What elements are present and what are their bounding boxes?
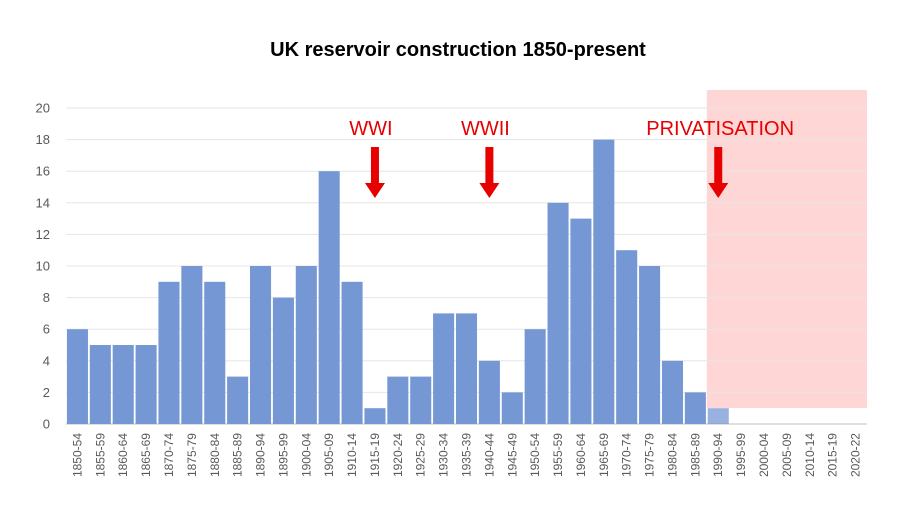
annotation-wwi: WWI bbox=[349, 118, 392, 140]
bar-1875-79 bbox=[181, 266, 203, 424]
x-tick-label: 1945-49 bbox=[505, 433, 519, 477]
x-tick-label: 1865-69 bbox=[139, 433, 153, 477]
bar-1955-59 bbox=[547, 202, 569, 424]
x-tick-label: 1955-59 bbox=[551, 433, 565, 477]
bar-1910-14 bbox=[341, 281, 363, 424]
y-tick-label: 2 bbox=[43, 385, 50, 400]
x-tick-label: 1850-54 bbox=[70, 433, 84, 477]
x-tick-label: 1910-14 bbox=[345, 433, 359, 477]
x-tick-label: 2000-04 bbox=[757, 433, 771, 477]
x-tick-label: 1995-99 bbox=[734, 433, 748, 477]
bar-1905-09 bbox=[318, 171, 340, 424]
x-tick-label: 1915-19 bbox=[368, 433, 382, 477]
bar-1950-54 bbox=[524, 329, 546, 424]
bar-1865-69 bbox=[135, 345, 157, 424]
x-tick-label: 1970-74 bbox=[620, 433, 634, 477]
arrow-icon bbox=[479, 147, 500, 198]
bar-1930-34 bbox=[433, 313, 455, 424]
x-tick-label: 1870-74 bbox=[162, 433, 176, 477]
privatisation-shaded-region bbox=[706, 90, 867, 408]
x-tick-label: 1880-84 bbox=[208, 433, 222, 477]
x-axis-tick-labels: 1850-54 1855-59 1860-64 1865-69 1870-74 1875-… bbox=[70, 433, 862, 477]
y-tick-label: 6 bbox=[43, 322, 50, 337]
x-tick-label: 1950-54 bbox=[528, 433, 542, 477]
annotation-privatisation: PRIVATISATION bbox=[646, 118, 794, 140]
chart-title: UK reservoir construction 1850-present bbox=[270, 39, 646, 61]
annotations: WWI WWII PRIVATISATION bbox=[349, 118, 794, 198]
x-tick-label: 1980-84 bbox=[665, 433, 679, 477]
bar-1965-69 bbox=[593, 139, 615, 424]
bar-1980-84 bbox=[661, 360, 683, 424]
x-tick-label: 2015-19 bbox=[826, 433, 840, 477]
bar-1985-89 bbox=[684, 392, 706, 424]
y-tick-label: 18 bbox=[36, 132, 50, 147]
x-tick-label: 1895-99 bbox=[276, 433, 290, 477]
bar-1855-59 bbox=[89, 345, 111, 424]
x-tick-label: 1985-89 bbox=[688, 433, 702, 477]
arrow-icon bbox=[708, 147, 729, 198]
y-tick-label: 4 bbox=[43, 353, 50, 368]
bar-1885-89 bbox=[227, 376, 249, 424]
y-tick-label: 14 bbox=[36, 195, 50, 210]
bar-1850-54 bbox=[66, 329, 88, 424]
x-tick-label: 1890-94 bbox=[254, 433, 268, 477]
x-tick-label: 1925-29 bbox=[414, 433, 428, 477]
y-tick-label: 16 bbox=[36, 164, 50, 179]
y-tick-label: 12 bbox=[36, 227, 50, 242]
y-tick-label: 8 bbox=[43, 290, 50, 305]
bar-1920-24 bbox=[387, 376, 409, 424]
bar-1990-94 bbox=[707, 408, 729, 424]
bar-1900-04 bbox=[295, 266, 317, 424]
bar-1895-99 bbox=[272, 297, 294, 424]
x-tick-label: 1940-44 bbox=[482, 433, 496, 477]
x-tick-label: 2010-14 bbox=[803, 433, 817, 477]
x-tick-label: 2005-09 bbox=[780, 433, 794, 477]
x-tick-label: 1905-09 bbox=[322, 433, 336, 477]
x-tick-label: 1920-24 bbox=[391, 433, 405, 477]
x-tick-label: 1975-79 bbox=[643, 433, 657, 477]
x-tick-label: 1960-64 bbox=[574, 433, 588, 477]
bar-1915-19 bbox=[364, 408, 386, 424]
x-tick-label: 1875-79 bbox=[185, 433, 199, 477]
bar-1970-74 bbox=[616, 250, 638, 424]
x-tick-label: 1900-04 bbox=[299, 433, 313, 477]
x-tick-label: 1885-89 bbox=[231, 433, 245, 477]
bars bbox=[66, 139, 729, 424]
y-axis-tick-labels: 0 2 4 6 8 10 12 14 16 18 20 bbox=[36, 101, 50, 432]
x-tick-label: 1990-94 bbox=[711, 433, 725, 477]
annotation-wwii: WWII bbox=[461, 118, 510, 140]
bar-1860-64 bbox=[112, 345, 134, 424]
bar-1940-44 bbox=[478, 360, 500, 424]
bar-1870-74 bbox=[158, 281, 180, 424]
x-tick-label: 1965-69 bbox=[597, 433, 611, 477]
x-tick-label: 2020-22 bbox=[849, 433, 863, 477]
bar-1880-84 bbox=[204, 281, 226, 424]
x-tick-label: 1930-34 bbox=[437, 433, 451, 477]
bar-1890-94 bbox=[250, 266, 272, 424]
y-tick-label: 20 bbox=[36, 101, 50, 116]
bar-1960-64 bbox=[570, 218, 592, 424]
x-tick-label: 1935-39 bbox=[460, 433, 474, 477]
bar-1925-29 bbox=[410, 376, 432, 424]
y-tick-label: 10 bbox=[36, 259, 50, 274]
arrow-icon bbox=[364, 147, 385, 198]
bar-1945-49 bbox=[501, 392, 523, 424]
y-tick-label: 0 bbox=[43, 417, 50, 432]
shaded-region bbox=[706, 90, 867, 408]
x-tick-label: 1860-64 bbox=[116, 433, 130, 477]
x-tick-label: 1855-59 bbox=[93, 433, 107, 477]
bar-1975-79 bbox=[639, 266, 661, 424]
bar-1935-39 bbox=[455, 313, 478, 424]
